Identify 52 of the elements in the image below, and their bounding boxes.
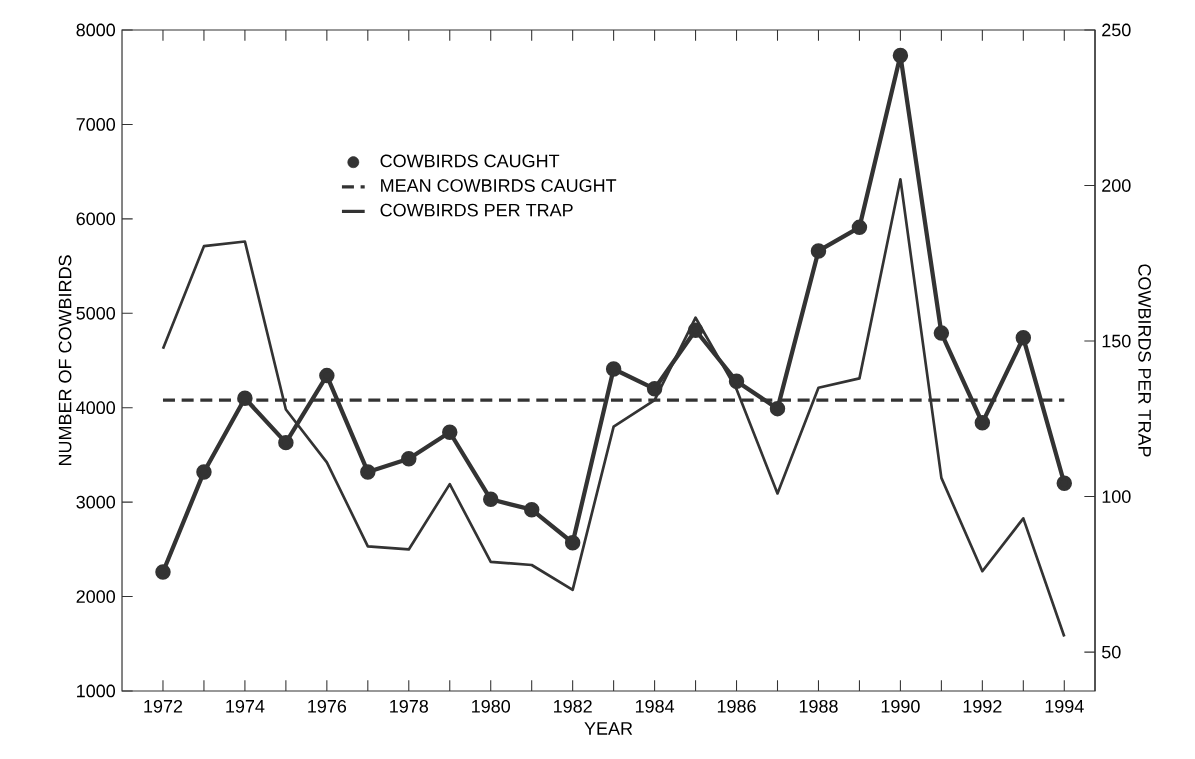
x-tick-label: 1992 (963, 699, 1002, 713)
y-tick-label: 2000 (76, 590, 116, 603)
point (1015, 330, 1032, 346)
y-tick-label: 7000 (76, 118, 116, 131)
y2-tick-label: 100 (1102, 490, 1131, 503)
point (1056, 475, 1073, 491)
x-tick-label: 1994 (1045, 699, 1084, 713)
y-tick-label: 6000 (76, 212, 116, 226)
y2-tick-label: 200 (1102, 179, 1131, 192)
legend-label: COWBIRDS CAUGHT (380, 154, 560, 168)
y2-tick-label: 250 (1102, 23, 1131, 37)
point (319, 367, 335, 384)
point (769, 400, 786, 417)
legend-label: COWBIRDS PER TRAP (380, 203, 573, 217)
y2-tick-label: 150 (1102, 334, 1131, 348)
x-tick-label: 1988 (799, 699, 838, 713)
x-tick-label: 1990 (881, 699, 920, 713)
point (810, 243, 827, 259)
point (401, 450, 417, 467)
point (564, 534, 581, 551)
point (933, 325, 950, 341)
point (196, 464, 212, 480)
legend-label: MEAN COWBIRDS CAUGHT (381, 179, 617, 192)
point (892, 47, 909, 64)
x-tick-label: 1978 (390, 699, 429, 713)
x-tick-label: 1972 (144, 699, 183, 713)
point (974, 415, 991, 431)
point (278, 434, 294, 451)
point (360, 464, 376, 480)
point (155, 564, 171, 580)
y2-axis-title: COWBIRDS PER TRAP (1138, 264, 1151, 457)
point (482, 491, 499, 508)
x-tick-label: 1986 (717, 699, 756, 713)
y-tick-label: 1000 (77, 684, 116, 698)
point (851, 219, 868, 236)
x-tick-label: 1980 (472, 699, 511, 713)
x-tick-label: 1974 (226, 699, 265, 713)
point (523, 501, 540, 518)
x-tick-label: 1976 (308, 699, 347, 713)
point (237, 390, 253, 406)
y-tick-label: 8000 (76, 23, 116, 37)
point (646, 381, 663, 397)
y2-tick-label: 50 (1101, 645, 1121, 659)
x-axis-title: YEAR (584, 722, 633, 735)
point (605, 361, 622, 377)
y-tick-label: 4000 (76, 401, 116, 415)
x-tick-label: 1984 (635, 699, 675, 713)
point (442, 424, 458, 440)
y-axis-title: NUMBER OF COWBIRDS (58, 255, 72, 466)
y-tick-label: 3000 (76, 495, 116, 509)
x-tick-label: 1982 (554, 699, 592, 713)
y-tick-label: 5000 (76, 306, 116, 320)
